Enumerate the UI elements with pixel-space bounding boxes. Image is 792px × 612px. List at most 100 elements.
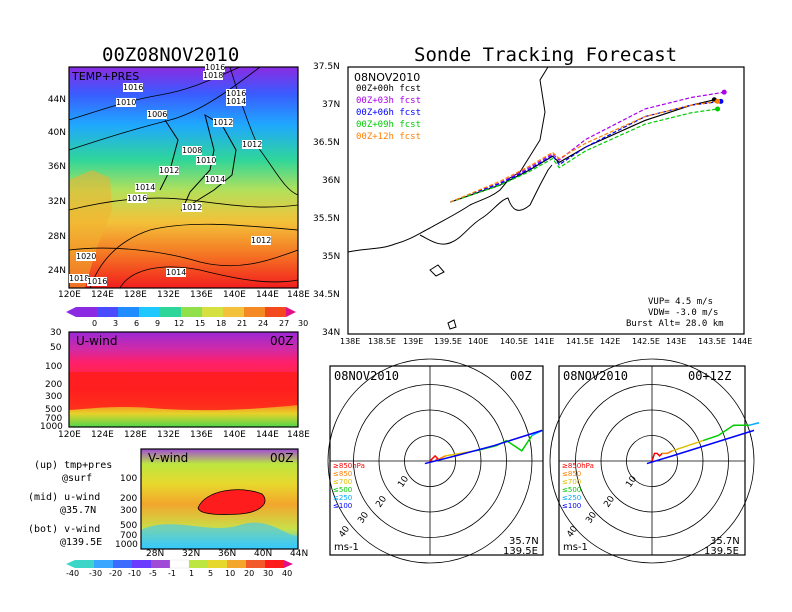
hodo-trace (424, 429, 543, 465)
hodo-right-panel (549, 358, 760, 564)
colorbar-swatch (202, 307, 223, 317)
p-tick: 300 (45, 392, 63, 402)
map-lon-axis: 120E 124E 128E 132E 136E 140E 144E 148E (58, 290, 310, 302)
lat-tick: 32N (47, 197, 66, 207)
lon-tick: 143E (666, 337, 687, 346)
lon-tick: 148E (287, 290, 310, 300)
lon-tick: 128E (124, 430, 147, 440)
lat-tick: 28N (47, 232, 66, 242)
colorbar-swatch (132, 560, 151, 568)
colorbar-tick: 30 (263, 569, 274, 578)
lon-tick: 132E (157, 430, 180, 440)
hodo-ring (549, 358, 755, 564)
tracking-panel (347, 66, 745, 335)
isobar-label: 1014 (135, 183, 156, 192)
right-title: Sonde Tracking Forecast (414, 44, 678, 66)
colorbar-tick: 0 (92, 319, 98, 328)
level-label: ≤100 (333, 502, 353, 510)
lon-tick: 136E (190, 290, 213, 300)
p-tick: 500 (45, 405, 63, 415)
legend-entry-03h: 00Z+03h fcst (356, 96, 422, 106)
note-line: @35.7N (60, 505, 97, 516)
vdw-text: VDW= -3.0 m/s (648, 308, 719, 318)
vwind-lat-axis: 28N 32N 36N 40N 44N (140, 549, 310, 559)
colorbar-swatch (223, 307, 244, 317)
lat-tick: 28N (146, 549, 165, 559)
colorbar-tick: 27 (279, 319, 290, 328)
temp-pres-map (68, 66, 299, 289)
level-label: ≤700 (333, 478, 353, 486)
legend-entry-00h: 00Z+00h fcst (356, 84, 422, 94)
isobar-label: 1018 (203, 71, 224, 80)
note-line: @139.5E (60, 537, 103, 548)
korea-outline (159, 119, 179, 191)
hodo-right-units: ms-1 (563, 542, 588, 553)
track-end-point (721, 89, 727, 95)
lon-tick: 140E (223, 290, 246, 300)
vwind-colorbar-ticks: -40 -30 -20 -10 -5 -1 1 5 10 20 30 40 (62, 569, 302, 579)
lat-tick: 40N (47, 128, 66, 138)
p-tick: 700 (120, 531, 138, 541)
isobar-label: 1008 (182, 146, 203, 155)
colorbar-tick: 15 (195, 319, 206, 328)
lat-tick: 37.5N (313, 62, 340, 72)
isobar-label: 1012 (182, 203, 203, 212)
colorbar-tick: 18 (216, 319, 227, 328)
tracking-lon-axis: 138E 138.5E 139E 139.5E 140E 140.5E 141E… (338, 337, 758, 347)
colorbar-swatch (169, 559, 190, 569)
lat-tick: 24N (47, 266, 66, 276)
uwind-time: 00Z (270, 334, 294, 348)
track-lines (450, 89, 727, 203)
isobar-line (119, 266, 299, 289)
isobar-label: 1010 (196, 156, 217, 165)
p-tick: 300 (120, 506, 138, 516)
uwind-frame (68, 331, 299, 428)
lon-tick: 144E (256, 290, 279, 300)
vwind-time: 00Z (270, 451, 294, 465)
lat-tick: 36N (218, 549, 237, 559)
lat-tick: 40N (254, 549, 273, 559)
colorbar-tick: 9 (155, 319, 161, 328)
colorbar-tick: 30 (298, 319, 309, 328)
isobar-line (89, 223, 299, 289)
lat-tick: 37N (322, 100, 341, 110)
burst-text: Burst Alt= 28.0 km (626, 319, 724, 329)
lon-tick: 142.5E (632, 337, 660, 346)
lon-tick: 138.5E (368, 337, 396, 346)
tracking-date: 08NOV2010 (354, 71, 421, 84)
vwind-colorbar (66, 559, 293, 569)
lat-tick: 35.5N (313, 214, 340, 224)
lat-tick: 44N (47, 95, 66, 105)
isobar-label: 1018 (69, 274, 90, 283)
hodo-trace (651, 452, 663, 462)
isobar-line (68, 197, 299, 211)
hodo-trace (672, 439, 704, 452)
track-line-4 (450, 100, 718, 203)
hodo-left-lon: 139.5E (503, 546, 538, 557)
lat-tick: 44N (290, 549, 309, 559)
hodo-right-time: 00+12Z (688, 369, 732, 383)
hodo-trace (662, 450, 673, 455)
note-line: (up) tmp+pres (34, 460, 113, 471)
hodo-left-panel (327, 358, 544, 564)
colorbar-swatch (189, 560, 208, 568)
isobar-label: 1012 (242, 140, 263, 149)
colorbar-swatch (265, 307, 286, 317)
level-label: ≤850 (562, 470, 582, 478)
colorbar-tick: 12 (174, 319, 185, 328)
map-label: TEMP+PRES (72, 70, 140, 83)
lon-tick: 144E (732, 337, 753, 346)
isobar-label: 1010 (116, 98, 137, 107)
lon-tick: 120E (58, 430, 81, 440)
colorbar-arrow-right (284, 560, 293, 568)
colorbar-tick: 21 (237, 319, 248, 328)
isobar-label: 1014 (226, 97, 247, 106)
lon-tick: 139.5E (434, 337, 462, 346)
vup-text: VUP= 4.5 m/s (648, 297, 714, 307)
coastline (347, 66, 549, 253)
level-label: ≤850 (333, 470, 353, 478)
island-outline (447, 319, 457, 330)
colorbar-tick: 3 (113, 319, 119, 328)
p-tick: 100 (120, 474, 138, 484)
